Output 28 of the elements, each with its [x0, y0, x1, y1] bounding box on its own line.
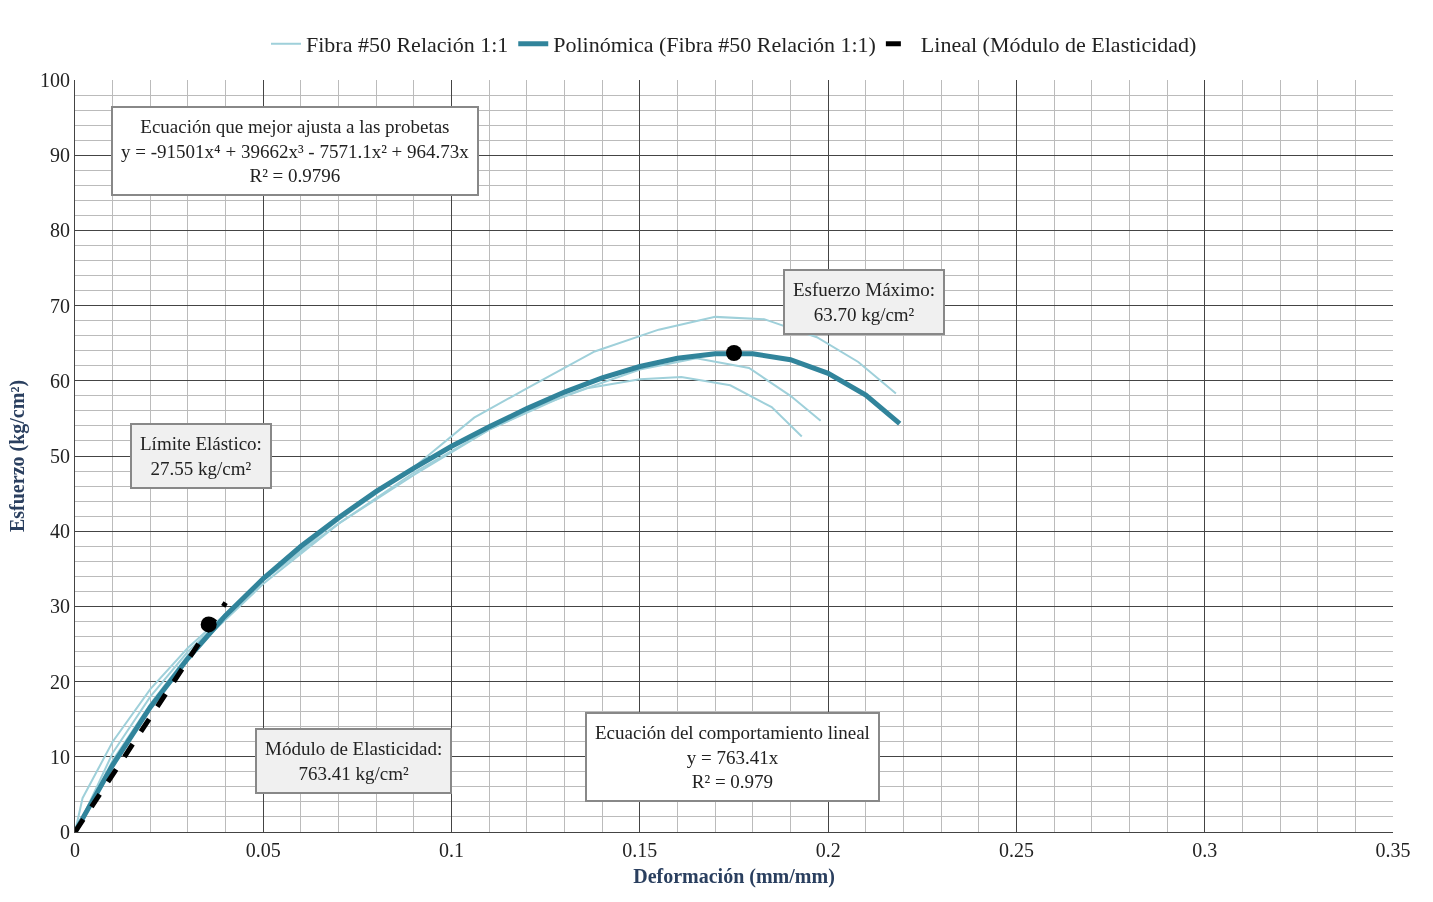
x-axis-title: Deformación (mm/mm)	[633, 864, 835, 888]
x-tick-label: 0.05	[245, 839, 281, 861]
legend-label: Lineal (Módulo de Elasticidad)	[920, 32, 1197, 58]
y-tick-label: 10	[50, 745, 70, 768]
y-tick-label: 40	[50, 520, 70, 543]
annotation: Ecuación que mejor ajusta a las probetas y = -91501x⁴ + 39662x³ - 7571.1x² + 964.73x R² = 0.9796	[121, 116, 470, 187]
annotation: Ecuación del comportamiento lineal y = 763.41x R² = 0.979	[595, 722, 870, 793]
y-axis-title: Esfuerzo (kg/cm²)	[5, 379, 29, 533]
x-tick-label: 0.3	[1192, 839, 1218, 861]
y-tick-label: 70	[50, 294, 70, 317]
x-tick-label: 0.1	[439, 839, 465, 861]
annotation: Módulo de Elasticidad: 763.41 kg/cm²	[265, 738, 443, 784]
y-tick-label: 30	[50, 595, 70, 618]
y-tick-label: 0	[60, 821, 70, 843]
y-tick-label: 20	[50, 670, 70, 693]
y-tick-label: 50	[50, 445, 70, 467]
y-tick-label: 90	[50, 144, 70, 167]
annotation: Límite Elástico: 27.55 kg/cm²	[140, 433, 262, 479]
x-tick-label: 0.2	[815, 839, 841, 861]
y-tick-label: 60	[50, 369, 70, 392]
x-tick-label: 0.25	[998, 839, 1034, 861]
y-tick-label: 100	[40, 69, 70, 91]
x-tick-label: 0.15	[622, 839, 658, 861]
legend-label: Fibra #50 Relación 1:1	[306, 32, 509, 58]
y-tick-label: 80	[50, 219, 70, 242]
legend-label: Polinómica (Fibra #50 Relación 1:1)	[553, 32, 876, 58]
annotation: Esfuerzo Máximo: 63.70 kg/cm²	[793, 279, 935, 325]
x-tick-label: 0.35	[1375, 839, 1411, 861]
